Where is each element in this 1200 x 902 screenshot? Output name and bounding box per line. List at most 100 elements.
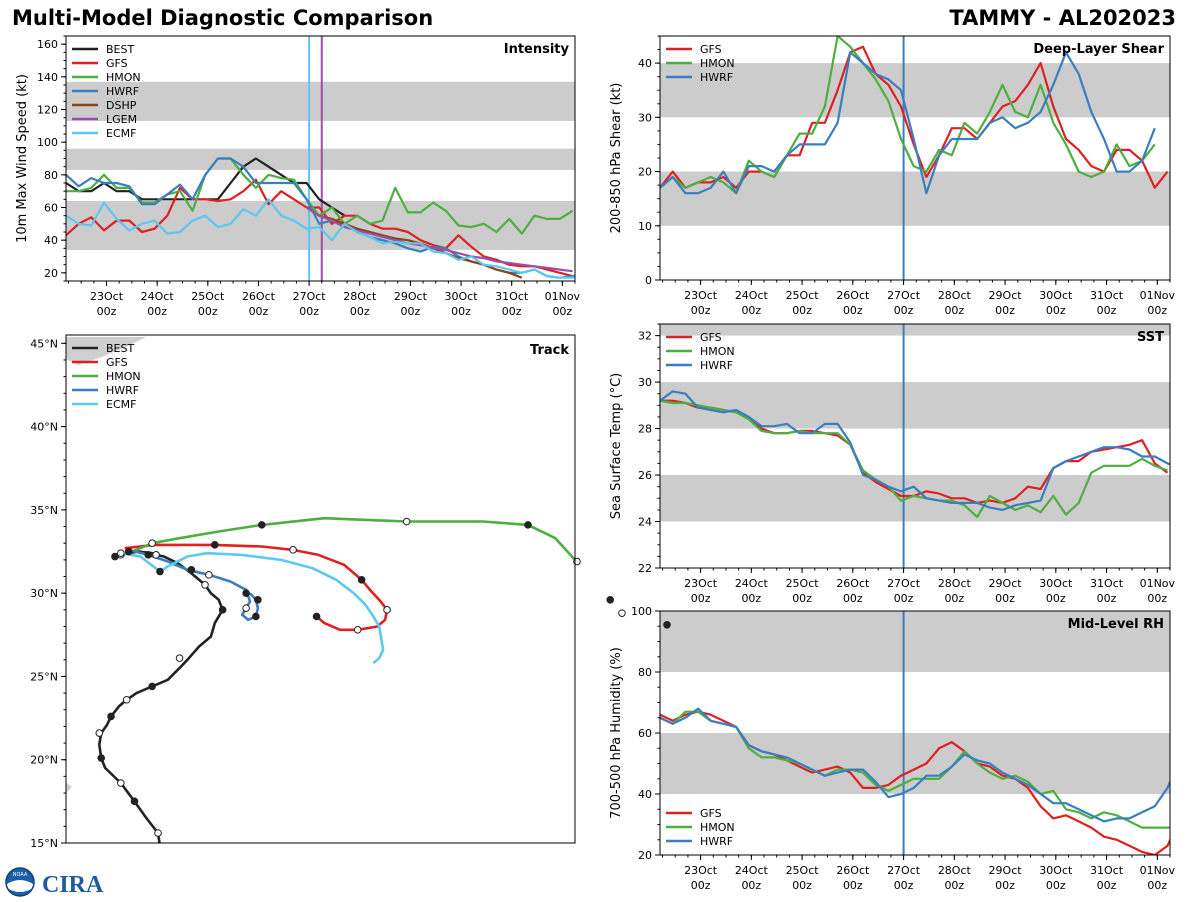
y-tick-label: 40 — [44, 234, 58, 247]
y-tick-label: 30 — [638, 111, 652, 124]
threshold-band-0 — [660, 475, 1170, 522]
x-tick-label-hour: 00z — [1147, 879, 1167, 892]
series-line-hmon — [660, 399, 1168, 518]
threshold-band-1 — [660, 63, 1170, 118]
storm-title: TAMMY - AL202023 — [949, 6, 1176, 30]
x-tick-label-hour: 00z — [299, 305, 319, 318]
x-tick-label-hour: 00z — [843, 304, 863, 317]
y-tick-label: 32 — [638, 330, 652, 343]
lat-tick-label: 15°N — [30, 837, 58, 850]
y-tick-label: 80 — [638, 666, 652, 679]
page-title: Multi-Model Diagnostic Comparison — [12, 6, 434, 30]
series-line-hmon — [660, 36, 1156, 195]
threshold-band-1 — [660, 611, 1170, 672]
legend-label-dshp: DSHP — [106, 99, 137, 112]
landmass-nova-scotia — [66, 337, 146, 365]
x-tick-label-date: 26Oct — [836, 289, 870, 302]
y-tick-label: 80 — [44, 169, 58, 182]
x-tick-label-date: 29Oct — [394, 290, 428, 303]
track-point-hmon — [663, 621, 671, 629]
x-tick-label-hour: 00z — [401, 305, 421, 318]
x-tick-label-date: 27Oct — [887, 577, 921, 590]
x-tick-label-hour: 00z — [691, 592, 711, 605]
noaa-emblem: NOAA — [5, 867, 35, 897]
y-tick-label: 30 — [638, 376, 652, 389]
x-tick-label-hour: 00z — [995, 592, 1015, 605]
y-tick-label: 20 — [638, 849, 652, 862]
legend-label-best: BEST — [106, 342, 134, 355]
rh-chart: 20 40 60 80 100 23Oct 00z 24Oct 00z 25Oct 00z 26Oct… — [609, 605, 1176, 892]
y-tick-label: 60 — [638, 727, 652, 740]
y-tick-label: 100 — [631, 605, 652, 618]
x-tick-label-date: 26Oct — [242, 290, 276, 303]
track-point-best — [175, 654, 184, 662]
x-tick-label-hour: 00z — [894, 879, 914, 892]
x-tick-label-date: 28Oct — [938, 577, 972, 590]
legend-label-hmon: HMON — [106, 71, 141, 84]
track-point-best — [187, 566, 196, 574]
lat-tick-label: 30°N — [30, 587, 58, 600]
series-line-ecmf — [66, 198, 575, 279]
y-tick-label: 140 — [37, 71, 58, 84]
track-point-hwrf — [242, 589, 250, 597]
track-line-ecmf — [120, 551, 385, 665]
track-point-gfs — [357, 576, 366, 584]
intensity-chart: 20 40 60 80 100 120 140 160 23Oct 00z 24Oct 00z 25Oc… — [15, 35, 581, 318]
x-tick-label-hour: 00z — [792, 592, 812, 605]
x-tick-label-date: 01Nov — [1140, 577, 1176, 590]
y-tick-label: 24 — [638, 516, 652, 529]
x-tick-label-date: 25Oct — [786, 289, 820, 302]
x-tick-label-hour: 00z — [792, 304, 812, 317]
x-tick-label-date: 29Oct — [989, 577, 1023, 590]
y-tick-label: 28 — [638, 423, 652, 436]
track-point-best — [111, 552, 119, 561]
x-tick-label-date: 29Oct — [989, 289, 1023, 302]
x-tick-label-hour: 00z — [944, 592, 964, 605]
x-tick-label-date: 24Oct — [735, 289, 769, 302]
track-point-gfs — [210, 541, 219, 549]
x-tick-label-hour: 00z — [944, 879, 964, 892]
shear-chart: 0 10 20 30 40 23Oct 00z 24Oct 00z 25Oct 00z 26Oct 00… — [609, 35, 1176, 317]
y-tick-label: 10 — [638, 220, 652, 233]
track-point-gfs — [312, 612, 321, 621]
x-tick-label-hour: 00z — [894, 592, 914, 605]
threshold-band-2 — [660, 324, 1170, 336]
threshold-band-1 — [66, 148, 575, 170]
legend-label-gfs: GFS — [700, 331, 722, 344]
panel-title: Intensity — [504, 42, 570, 57]
x-tick-label-date: 25Oct — [786, 577, 820, 590]
x-tick-label-date: 26Oct — [836, 864, 870, 877]
y-tick-label: 60 — [44, 202, 58, 215]
lat-tick-label: 45°N — [30, 337, 58, 350]
x-tick-label-date: 23Oct — [90, 290, 124, 303]
x-tick-label-date: 26Oct — [836, 577, 870, 590]
track-point-best — [95, 729, 104, 737]
track-point-best — [148, 682, 156, 691]
legend-label-gfs: GFS — [700, 807, 722, 820]
track-point-best — [152, 551, 160, 559]
legend-label-gfs: GFS — [106, 57, 128, 70]
y-axis-label: 700-500 hPa Humidity (%) — [609, 647, 624, 819]
map-frame — [65, 334, 576, 844]
map-background — [66, 335, 575, 843]
track-point-ecmf — [117, 549, 125, 557]
x-tick-label-date: 01Nov — [1140, 289, 1176, 302]
x-tick-label-date: 28Oct — [938, 864, 972, 877]
x-tick-label-date: 28Oct — [343, 290, 377, 303]
track-point-hwrf — [254, 596, 262, 604]
x-tick-label-date: 23Oct — [684, 577, 718, 590]
threshold-band-0 — [660, 733, 1170, 794]
track-point-hwrf — [144, 551, 153, 559]
y-tick-label: 20 — [638, 166, 652, 179]
track-line-best — [98, 550, 224, 843]
series-line-gfs — [66, 178, 575, 278]
x-tick-label-date: 27Oct — [887, 864, 921, 877]
y-tick-label: 20 — [44, 267, 58, 280]
threshold-band-2 — [66, 81, 575, 121]
x-tick-label-hour: 00z — [691, 879, 711, 892]
x-tick-label-date: 23Oct — [684, 289, 718, 302]
logo-text: CIRA — [42, 872, 104, 898]
x-tick-label-hour: 00z — [350, 305, 370, 318]
x-tick-label-date: 31Oct — [495, 290, 529, 303]
x-tick-label-date: 31Oct — [1090, 577, 1124, 590]
